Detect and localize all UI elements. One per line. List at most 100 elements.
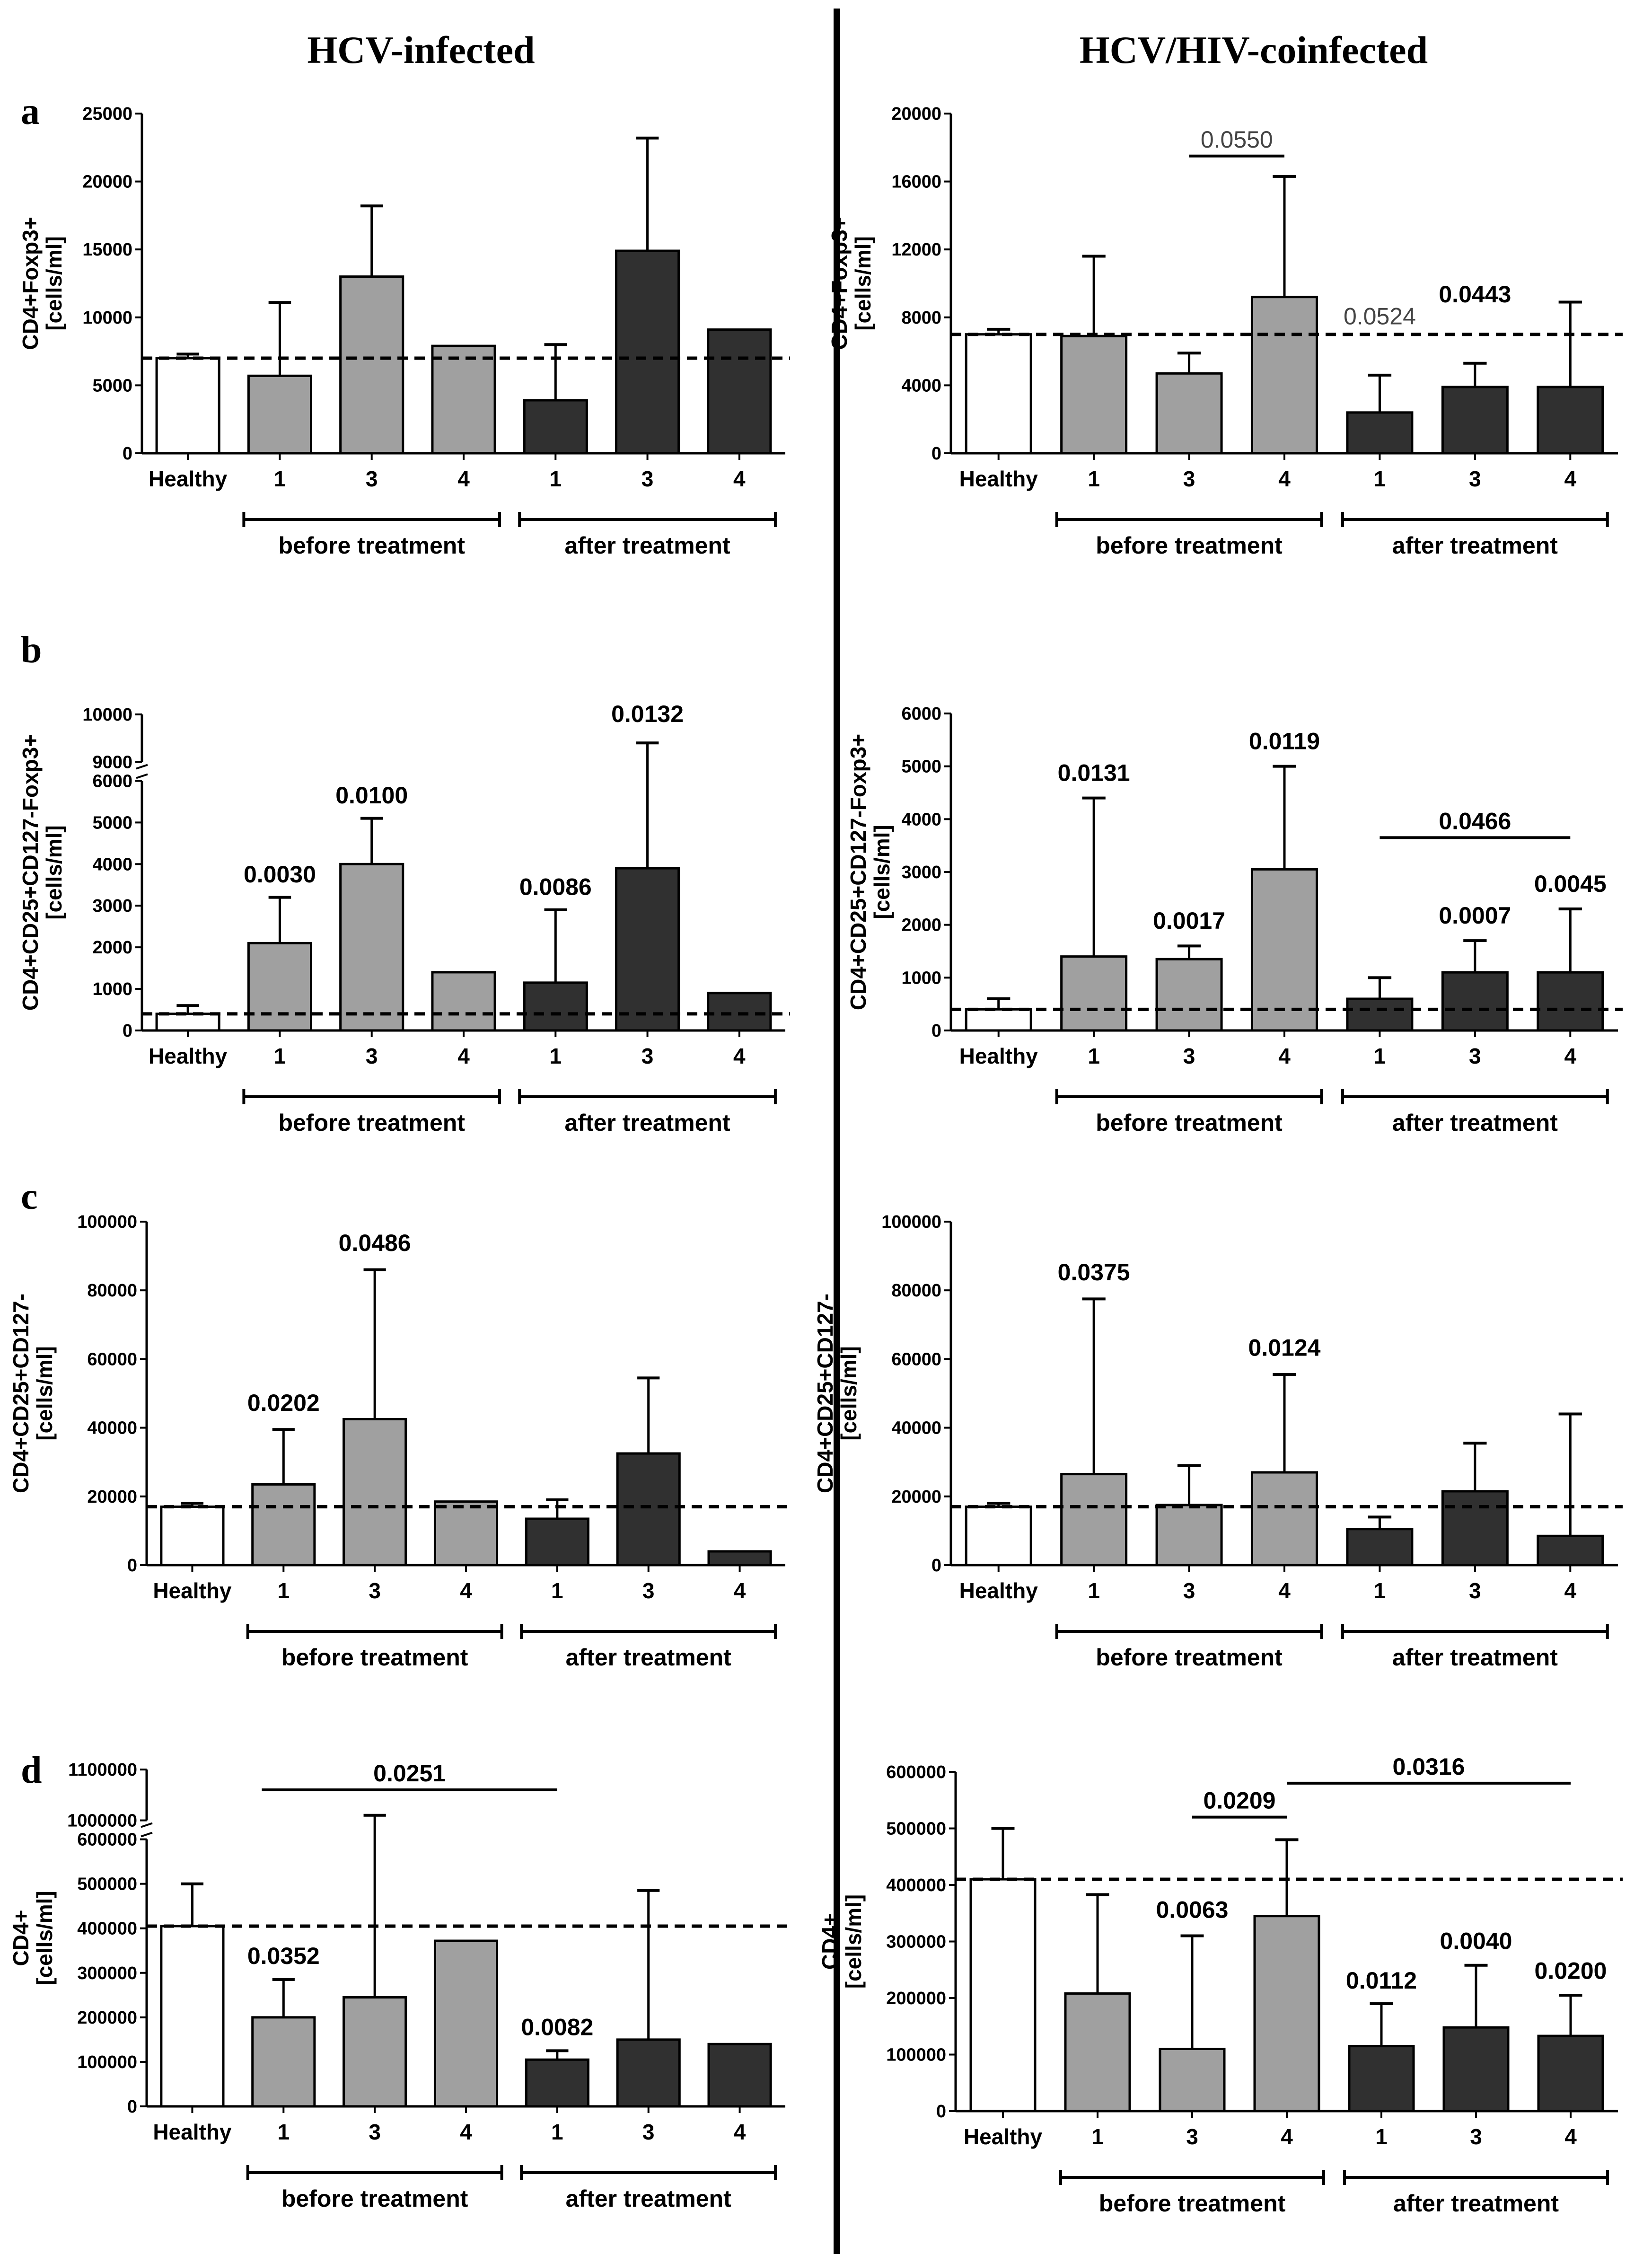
x-tick-label: Healthy — [153, 2120, 232, 2144]
p-value-label: 0.0209 — [1204, 1787, 1276, 1814]
x-tick-label: 4 — [733, 467, 746, 491]
bar-after-3 — [1441, 386, 1509, 455]
group-label: after treatment — [1393, 2190, 1559, 2217]
y-axis-label: [cells/ml] — [836, 1346, 861, 1440]
y-axis-label: CD4+CD25+CD127-Foxp3+ — [846, 734, 870, 1010]
y-tick-label: 0 — [931, 1021, 941, 1041]
x-tick-label: 3 — [1469, 467, 1481, 491]
x-tick-label: 3 — [369, 2120, 381, 2144]
y-tick-label: 400000 — [77, 1919, 137, 1939]
y-tick-label: 80000 — [87, 1281, 137, 1301]
bar-after-3 — [1441, 1490, 1509, 1567]
p-value-label: 0.0251 — [373, 1760, 446, 1787]
y-tick-label: 2000 — [901, 916, 941, 935]
y-tick-label: 600000 — [77, 1830, 137, 1850]
x-tick-label: 4 — [460, 1578, 472, 1603]
x-tick-label: 1 — [549, 467, 562, 491]
y-tick-label: 3000 — [901, 863, 941, 882]
p-value-label: 0.0100 — [335, 782, 408, 809]
chart-d-left: 0 100000 200000 300000 400000 500000 600000100… — [9, 1760, 790, 2212]
group-label: after treatment — [1392, 1644, 1558, 1671]
y-tick-label: 100000 — [881, 1212, 941, 1232]
p-value-label: 0.0063 — [1156, 1897, 1229, 1923]
x-tick-label: Healthy — [959, 1578, 1038, 1603]
y-tick-label: 10000 — [82, 308, 132, 328]
p-value-label: 0.0119 — [1249, 728, 1320, 754]
bar-before-3 — [339, 863, 404, 1032]
group-label: before treatment — [1096, 1109, 1283, 1136]
y-tick-label: 4000 — [901, 376, 941, 396]
bar-before-4 — [1251, 868, 1318, 1032]
x-tick-label: 3 — [1470, 2124, 1482, 2149]
x-tick-label: 3 — [641, 1044, 654, 1068]
bar-before-1 — [251, 2016, 316, 2108]
x-tick-label: 1 — [1088, 467, 1100, 491]
group-label: before treatment — [281, 1644, 468, 1671]
bar-after-4 — [707, 1550, 772, 1567]
y-tick-label: 4000 — [92, 854, 132, 874]
p-value-label: 0.0466 — [1439, 808, 1511, 834]
y-tick-label: 15000 — [82, 240, 132, 260]
charts-layer: 0500010000150002000025000CD4+Foxp3+[cell… — [9, 104, 1623, 2217]
bar-after-3 — [616, 1452, 681, 1567]
x-tick-label: 1 — [274, 467, 286, 491]
y-tick-label: 100000 — [886, 2045, 946, 2065]
bar-after-1 — [523, 399, 588, 455]
p-value-label: 0.0202 — [247, 1390, 320, 1416]
y-axis-label: CD4+ — [9, 1910, 33, 1966]
y-axis-label: CD4+ — [817, 1913, 842, 1970]
p-value-label: 0.0131 — [1058, 759, 1130, 786]
column-title-hcv-hiv: HCV/HIV-coinfected — [1080, 28, 1428, 71]
bar-before-3 — [1155, 1504, 1223, 1567]
group-label: after treatment — [565, 1109, 730, 1136]
bar-before-4 — [1251, 296, 1318, 455]
y-tick-label: 40000 — [87, 1418, 137, 1438]
p-value-label: 0.0524 — [1344, 303, 1416, 330]
y-tick-label: 0 — [931, 1556, 941, 1576]
y-axis-label: [cells/ml] — [42, 825, 66, 919]
bar-before-3 — [343, 1418, 407, 1567]
x-tick-label: 1 — [274, 1044, 286, 1068]
bar-healthy — [965, 1506, 1032, 1567]
bar-after-1 — [1346, 1528, 1414, 1567]
x-tick-label: 3 — [1186, 2124, 1198, 2149]
y-tick-label: 20000 — [82, 172, 132, 192]
x-tick-label: 4 — [1564, 1578, 1576, 1603]
p-value-label: 0.0040 — [1440, 1928, 1512, 1954]
y-tick-label: 20000 — [891, 104, 941, 124]
y-tick-label: 80000 — [891, 1281, 941, 1301]
bar-after-1 — [523, 981, 588, 1032]
x-tick-label: Healthy — [153, 1578, 232, 1603]
bar-before-4 — [433, 1939, 499, 2108]
x-tick-label: Healthy — [959, 1044, 1038, 1068]
y-tick-label: 5000 — [92, 376, 132, 396]
x-tick-label: 4 — [1278, 1044, 1291, 1068]
bar-after-1 — [1346, 997, 1414, 1032]
y-tick-label: 0 — [127, 1556, 137, 1576]
y-tick-label: 60000 — [891, 1349, 941, 1369]
bar-after-4 — [1537, 1534, 1604, 1567]
p-value-label: 0.0316 — [1393, 1753, 1465, 1780]
x-tick-label: 3 — [369, 1578, 381, 1603]
y-tick-label: 100000 — [77, 2052, 137, 2072]
p-value-label: 0.0007 — [1439, 902, 1511, 929]
p-value-label: 0.0017 — [1153, 907, 1225, 934]
p-value-label: 0.0352 — [247, 1943, 320, 1969]
group-label: before treatment — [281, 2185, 468, 2212]
y-axis-label: [cells/ml] — [851, 236, 875, 330]
x-tick-label: 3 — [366, 1044, 378, 1068]
bar-after-1 — [1348, 2045, 1415, 2113]
y-tick-label: 40000 — [891, 1418, 941, 1438]
bar-before-3 — [1155, 372, 1223, 455]
bar-after-3 — [1442, 2026, 1510, 2113]
x-tick-label: 3 — [1183, 467, 1195, 491]
p-value-label: 0.0443 — [1439, 281, 1511, 308]
panel-letter-b: b — [21, 629, 42, 671]
y-tick-label: 16000 — [891, 172, 941, 192]
y-tick-label: 0 — [127, 2097, 137, 2117]
y-tick-label: 8000 — [901, 308, 941, 328]
panel-letter-a: a — [21, 91, 40, 132]
bar-after-4 — [707, 2043, 772, 2108]
bar-after-3 — [1441, 971, 1509, 1032]
y-axis-label: CD4+CD25+CD127- — [813, 1294, 837, 1493]
